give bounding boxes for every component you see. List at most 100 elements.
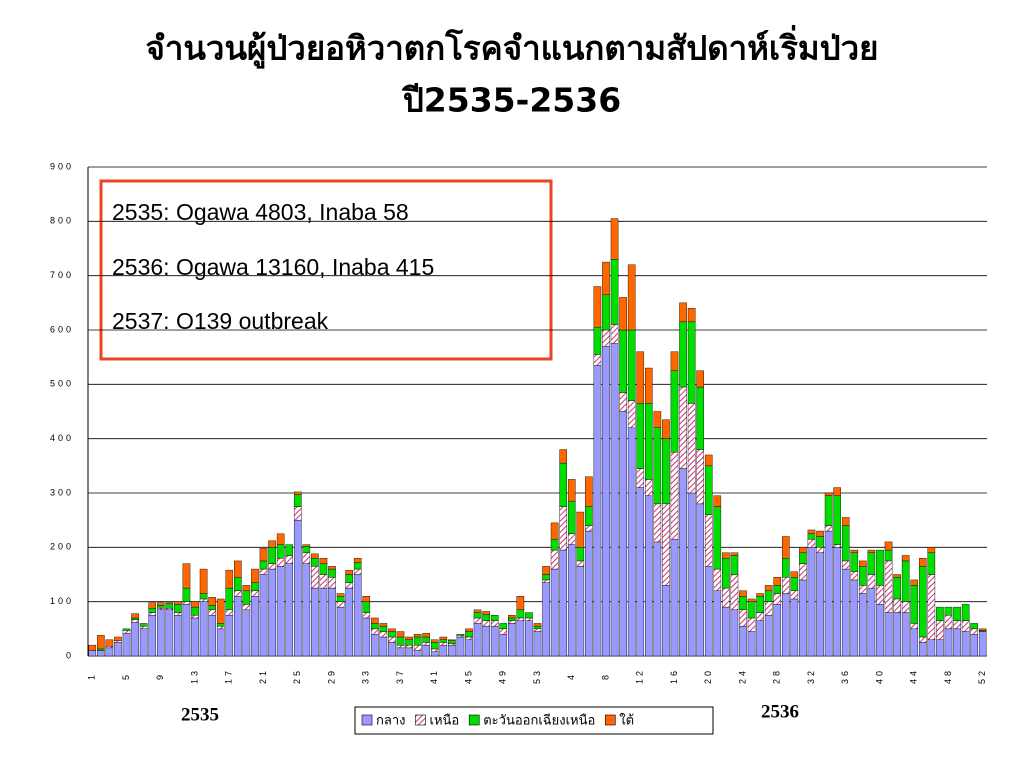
bar-segment <box>422 644 430 657</box>
bar-segment <box>114 642 122 657</box>
bar-segment <box>439 636 448 640</box>
bar-segment <box>422 636 430 643</box>
x-tick-label: 32 <box>806 668 816 684</box>
bar-segment <box>191 615 199 619</box>
annotation: 2535: Ogawa 4803, Inaba 58 <box>112 199 409 225</box>
bar-segment <box>165 607 174 611</box>
x-tick-label: 25 <box>292 668 302 684</box>
bar-segment <box>473 612 482 619</box>
bar-segment <box>456 635 465 638</box>
x-tick-label: 48 <box>943 668 953 684</box>
bar-segment <box>542 566 550 575</box>
bar-segment <box>833 544 841 548</box>
x-tick-label: 13 <box>189 668 199 684</box>
bar-segment <box>559 449 567 464</box>
bar-segment <box>293 491 302 495</box>
bar-segment <box>627 329 636 401</box>
y-tick-label: 0 <box>66 650 74 660</box>
bar-segment <box>276 544 285 559</box>
bar-segment <box>336 596 345 602</box>
bar-segment <box>319 587 328 657</box>
bar-segment <box>311 566 319 589</box>
bar-segment <box>405 639 413 646</box>
chart-title: จำนวนผู้ป่วยอหิวาตกโรคจำแนกตามสัปดาห์เริ… <box>146 25 879 70</box>
bar-segment <box>456 634 465 636</box>
bar-segment <box>182 601 191 605</box>
bar-segment <box>268 568 276 657</box>
bar-segment <box>910 585 919 624</box>
bar-segment <box>165 603 174 609</box>
bar-segment <box>131 619 139 623</box>
bar-segment <box>585 506 593 526</box>
bar-segment <box>439 644 448 657</box>
bar-segment <box>499 623 508 630</box>
bar-segment <box>131 613 139 619</box>
bar-segment <box>901 612 910 657</box>
bar-segment <box>696 503 704 657</box>
bar-segment <box>670 538 679 657</box>
bar-segment <box>610 218 619 260</box>
annotation-box <box>99 179 553 361</box>
bar-segment <box>302 552 311 564</box>
legend-label: ตะวันออกเฉียงเหนือ <box>483 713 595 729</box>
bar-segment <box>807 547 816 657</box>
bar-segment <box>884 549 893 562</box>
bar-segment <box>276 533 285 545</box>
x-tick-label: 9 <box>155 672 165 680</box>
bar-segment <box>276 558 285 567</box>
bar-segment <box>353 568 362 575</box>
bar-segment <box>430 639 439 643</box>
bar-segment <box>704 514 713 567</box>
bar-segment <box>242 604 251 611</box>
bar-segment <box>833 495 841 545</box>
bar-segment <box>251 596 259 657</box>
bar-segment <box>670 452 679 540</box>
bar-segment <box>602 294 610 331</box>
bar-segment <box>302 544 311 547</box>
bar-segment <box>191 606 199 616</box>
bar-segment <box>430 651 439 657</box>
bar-segment <box>713 506 722 570</box>
bar-segment <box>961 604 970 621</box>
bar-segment <box>859 560 867 567</box>
bar-segment <box>593 327 602 355</box>
bar-segment <box>816 536 824 548</box>
bar-segment <box>508 623 516 657</box>
bar-segment <box>165 609 174 657</box>
x-tick-label: 1 <box>87 672 97 680</box>
bar-segment <box>593 354 602 366</box>
bar-segment <box>371 617 379 624</box>
bar-segment <box>687 308 696 323</box>
bar-segment <box>473 609 482 613</box>
bar-segment <box>328 587 336 657</box>
bar-segment <box>764 615 773 657</box>
bar-segment <box>465 628 473 632</box>
bar-segment <box>362 617 371 657</box>
bar-segment <box>276 566 285 657</box>
bar-segment <box>191 601 199 608</box>
bar-segment <box>371 623 379 630</box>
bar-segment <box>576 560 585 567</box>
bar-segment <box>234 590 242 597</box>
bar-segment <box>747 601 756 619</box>
bar-segment <box>713 495 722 507</box>
legend-swatch <box>468 714 480 726</box>
bar-segment <box>704 465 713 515</box>
bar-segment <box>225 587 234 611</box>
bar-segment <box>191 617 199 657</box>
x-tick-label: 20 <box>703 668 713 684</box>
bar-segment <box>550 522 559 540</box>
bar-segment <box>936 639 944 657</box>
bar-segment <box>722 587 730 608</box>
bar-segment <box>259 548 268 562</box>
legend-label: กลาง <box>376 714 406 729</box>
bar-segment <box>944 615 953 630</box>
bar-segment <box>901 555 910 562</box>
bar-segment <box>645 403 653 480</box>
bar-segment <box>824 495 833 526</box>
bar-segment <box>362 612 371 619</box>
bar-segment <box>927 639 936 657</box>
bar-segment <box>199 598 208 602</box>
bar-segment <box>448 644 456 657</box>
bar-segment <box>516 609 525 619</box>
